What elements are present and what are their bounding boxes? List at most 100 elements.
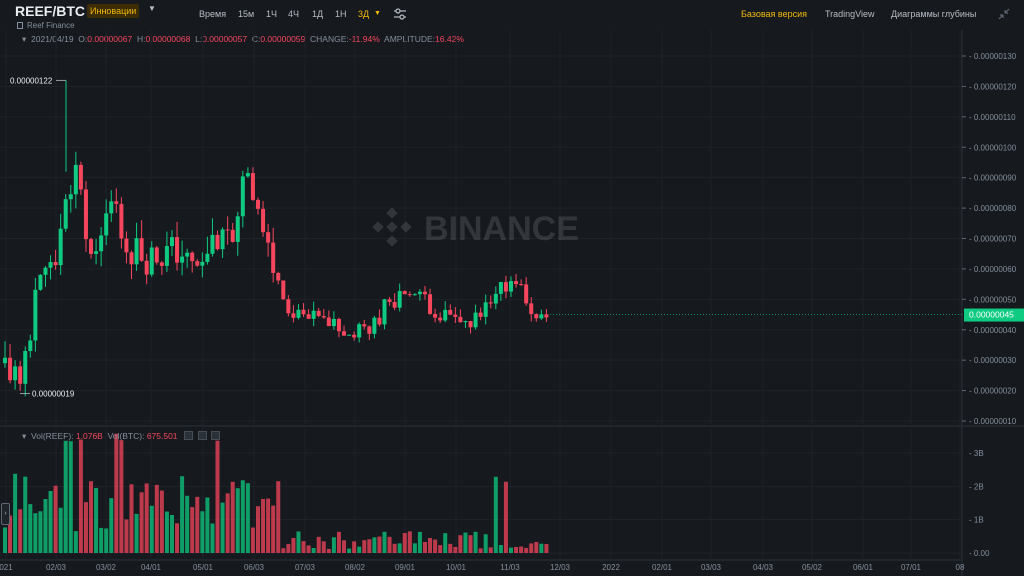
interval-15m[interactable]: 15м (238, 9, 255, 19)
pair-title[interactable]: REEF/BTC (15, 3, 85, 19)
candle-body (387, 299, 392, 303)
volume-bar (357, 546, 362, 553)
candle-body (493, 293, 498, 304)
x-tick-label: 07/01 (901, 563, 922, 572)
volume-bar (169, 514, 174, 553)
candle-body (149, 247, 154, 275)
volume-bar (124, 519, 129, 553)
volume-bar (483, 534, 488, 553)
candle-body (94, 251, 99, 254)
volume-bar (473, 531, 478, 553)
candle-body (336, 318, 341, 332)
close-icon[interactable] (211, 431, 221, 440)
candle-body (13, 366, 18, 381)
interval-1h[interactable]: 1Ч (266, 9, 278, 19)
nav-basic-version[interactable]: Базовая версия (741, 9, 807, 19)
volume-bar (443, 533, 448, 553)
candle-body (483, 302, 488, 317)
candle-body (514, 281, 519, 285)
volume-bar (89, 481, 94, 553)
candle-body (524, 284, 529, 304)
candle-body (63, 199, 68, 229)
volume-bar (114, 433, 119, 553)
candle-body (205, 253, 210, 262)
candle-body (190, 252, 195, 262)
candle-body (195, 261, 200, 266)
low-label: 0.00000019 (32, 390, 75, 399)
chevron-down-icon[interactable]: ▼ (374, 10, 381, 17)
candle-body (347, 334, 352, 336)
x-tick-label: 04/03 (753, 563, 774, 572)
candle-body (73, 164, 78, 195)
chevron-down-icon[interactable]: ▼ (148, 4, 156, 13)
interval-1d[interactable]: 1Д (312, 9, 324, 19)
volume-bar (276, 481, 281, 553)
candle-body (266, 232, 271, 243)
volume-bar (331, 537, 336, 553)
volume-bar (154, 484, 159, 553)
legend-caret-icon[interactable]: ▾ (22, 34, 27, 44)
x-tick-label: 06/01 (853, 563, 874, 572)
candle-body (407, 294, 412, 296)
volume-bar (377, 536, 382, 553)
volume-tick-label: - 0.00 (969, 549, 990, 558)
volume-bar (311, 548, 316, 553)
interval-1w[interactable]: 1Н (335, 9, 347, 19)
volume-bar (509, 547, 513, 553)
candle-body (235, 216, 240, 242)
candle-body (478, 312, 483, 317)
side-panel-toggle[interactable]: › (1, 503, 10, 525)
candle-body (422, 291, 427, 295)
volume-bar (266, 498, 271, 553)
candle-body (225, 229, 230, 231)
interval-time[interactable]: Время (199, 9, 227, 19)
candle-body (48, 262, 53, 268)
x-tick-label: 03/02 (96, 563, 117, 572)
legend-date: 2021/04/19 (31, 34, 74, 44)
volume-bar (433, 539, 438, 553)
interval-3d[interactable]: 3Д (358, 9, 370, 19)
volume-bar (402, 533, 407, 553)
candle-body (433, 313, 438, 318)
candle-body (276, 272, 281, 281)
volume-bar (336, 531, 341, 553)
nav-depth-chart[interactable]: Диаграммы глубины (891, 9, 977, 19)
document-icon (17, 22, 23, 29)
settings-icon[interactable] (197, 431, 207, 440)
x-tick-label: 09/01 (395, 563, 416, 572)
legend-caret-icon[interactable]: ▾ (22, 431, 27, 441)
vol-reef-label: Vol(REEF): (31, 431, 74, 441)
volume-bar (245, 483, 250, 553)
volume-bar (48, 490, 53, 553)
candle-body (397, 291, 402, 308)
candle-body (104, 213, 109, 236)
candle-body (367, 326, 372, 334)
price-tick-label: - 0.00000120 (969, 82, 1017, 91)
candle-body (534, 314, 539, 319)
interval-4h[interactable]: 4Ч (288, 9, 300, 19)
candle-body (159, 262, 164, 266)
candle-body (326, 317, 331, 327)
candle-body (357, 324, 362, 338)
visibility-toggle-icon[interactable] (184, 431, 194, 440)
last-price-badge (964, 308, 1024, 322)
candle-body (428, 294, 433, 314)
pair-subtitle: Reef Finance (17, 21, 75, 30)
candle-body (382, 299, 387, 325)
nav-tradingview[interactable]: TradingView (825, 9, 875, 19)
candle-body (372, 317, 377, 334)
candle-body (377, 317, 382, 325)
legend-close: 0.00000059 (260, 34, 306, 44)
volume-bar (342, 540, 347, 553)
volume-bar (519, 546, 524, 553)
volume-bar (33, 513, 38, 553)
collapse-icon[interactable] (998, 8, 1010, 20)
x-tick-label: 02/01 (652, 563, 673, 572)
candle-body (134, 238, 139, 265)
sliders-icon[interactable] (393, 7, 407, 21)
volume-bar (175, 523, 180, 553)
volume-bar (488, 547, 493, 553)
volume-bar (503, 481, 508, 553)
candle-body (250, 173, 255, 200)
